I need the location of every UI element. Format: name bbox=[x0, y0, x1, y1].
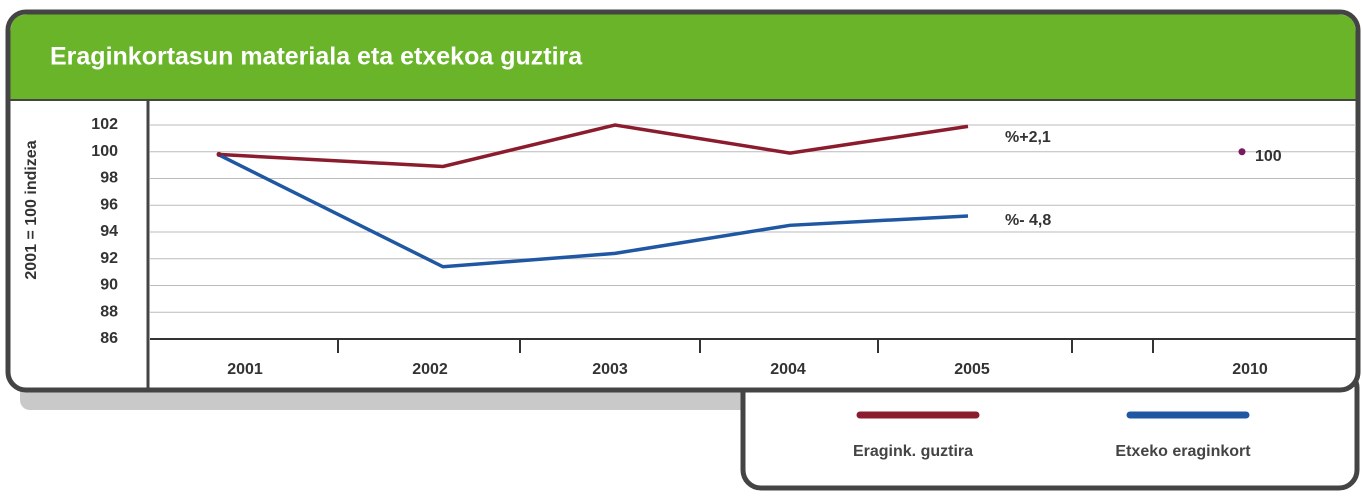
x-tick-label: 2005 bbox=[954, 361, 990, 378]
annotation: %- 4,8 bbox=[1005, 212, 1051, 229]
y-tick-label: 96 bbox=[100, 196, 118, 213]
y-tick-label: 86 bbox=[100, 330, 118, 347]
frame bbox=[5, 9, 1361, 393]
point bbox=[216, 151, 222, 157]
y-tick-label: 90 bbox=[100, 277, 118, 294]
legend-label: Eragink. guztira bbox=[853, 443, 973, 460]
y-tick-label: 98 bbox=[100, 170, 118, 187]
header bbox=[10, 14, 1356, 100]
annotation: %+2,1 bbox=[1005, 129, 1051, 146]
y-tick-label: 102 bbox=[91, 116, 118, 133]
target-point bbox=[1238, 148, 1246, 156]
y-tick-label: 100 bbox=[91, 143, 118, 160]
y-tick-label: 94 bbox=[100, 223, 118, 240]
series-line bbox=[217, 152, 969, 269]
y-axis-label: 2001 = 100 indizea bbox=[23, 140, 40, 279]
x-tick-label: 2002 bbox=[412, 361, 448, 378]
chart-title: Eraginkortasun materiala eta etxekoa guz… bbox=[50, 43, 583, 71]
x-tick-label: 2010 bbox=[1232, 361, 1268, 378]
series-line bbox=[217, 123, 969, 169]
x-tick-label: 2004 bbox=[770, 361, 806, 378]
y-tick-label: 88 bbox=[100, 303, 118, 320]
legend-label: Etxeko eraginkort bbox=[1115, 443, 1251, 460]
x-tick-label: 2003 bbox=[592, 361, 628, 378]
target-label: 100 bbox=[1255, 148, 1282, 165]
y-tick-label: 92 bbox=[100, 250, 118, 267]
x-tick-label: 2001 bbox=[227, 361, 263, 378]
